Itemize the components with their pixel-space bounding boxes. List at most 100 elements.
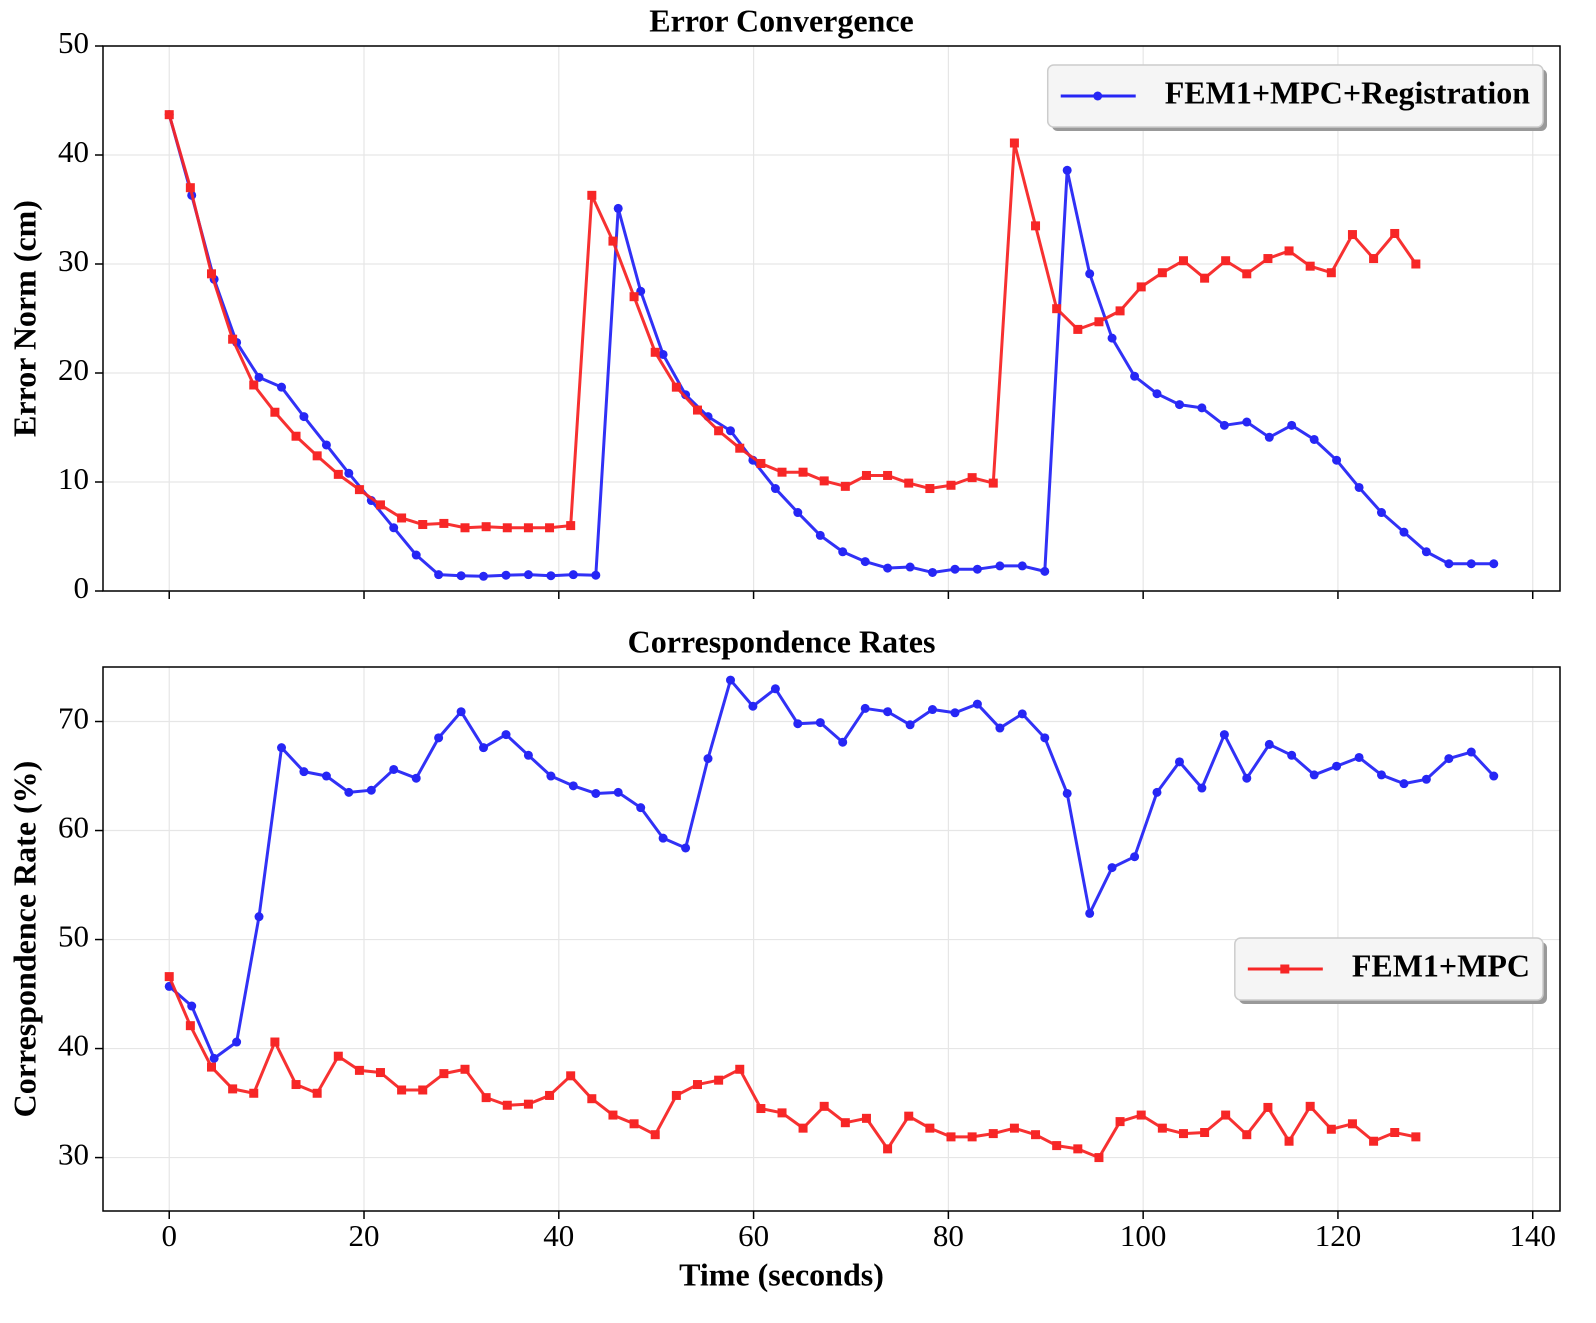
marker	[299, 767, 309, 777]
marker	[1031, 1130, 1041, 1140]
legend-marker	[1093, 91, 1103, 101]
marker	[860, 703, 870, 713]
marker	[299, 412, 309, 422]
marker	[1411, 1132, 1421, 1142]
marker	[650, 1130, 660, 1140]
marker	[254, 372, 264, 382]
marker	[502, 1100, 512, 1110]
marker	[1354, 482, 1364, 492]
marker	[411, 773, 421, 783]
marker	[692, 405, 702, 415]
marker	[1152, 787, 1162, 797]
marker	[714, 1075, 724, 1085]
y-axis-label: Error Norm (cm)	[6, 200, 42, 437]
marker	[1421, 774, 1431, 784]
marker	[333, 469, 343, 479]
y-tick-label: 30	[58, 1137, 89, 1172]
marker	[950, 564, 960, 574]
marker	[375, 1068, 385, 1078]
y-tick-label: 50	[58, 919, 89, 954]
marker	[726, 675, 736, 685]
marker	[1031, 221, 1041, 231]
marker	[860, 557, 870, 567]
marker	[815, 718, 825, 728]
marker	[164, 972, 174, 982]
marker	[972, 699, 982, 709]
marker	[681, 843, 691, 853]
marker	[481, 1093, 491, 1103]
marker	[312, 1088, 322, 1098]
marker	[1287, 420, 1297, 430]
legend-box	[1234, 937, 1544, 1001]
marker	[636, 803, 646, 813]
marker	[658, 833, 668, 843]
marker	[321, 440, 331, 450]
marker	[1219, 730, 1229, 740]
marker	[1242, 773, 1252, 783]
marker	[905, 720, 915, 730]
marker	[249, 380, 259, 390]
marker	[1305, 1101, 1315, 1111]
marker	[1369, 1136, 1379, 1146]
chart-title: Error Convergence	[649, 2, 914, 38]
marker	[523, 523, 533, 533]
marker	[798, 1123, 808, 1133]
marker	[568, 781, 578, 791]
marker	[793, 719, 803, 729]
marker	[460, 523, 470, 533]
marker	[925, 1123, 935, 1133]
marker	[1399, 527, 1409, 537]
marker	[1489, 771, 1499, 781]
marker	[375, 500, 385, 510]
marker	[1242, 417, 1252, 427]
marker	[1466, 559, 1476, 569]
marker	[692, 1080, 702, 1090]
legend-label: FEM1+MPC+Registration	[1165, 74, 1530, 110]
marker	[777, 1108, 787, 1118]
marker	[185, 183, 195, 193]
marker	[1062, 165, 1072, 175]
y-tick-label: 20	[58, 352, 89, 387]
marker	[819, 476, 829, 486]
marker	[1085, 908, 1095, 918]
marker	[1444, 754, 1454, 764]
marker	[1287, 750, 1297, 760]
y-tick-label: 0	[74, 570, 90, 605]
marker	[1094, 317, 1104, 327]
marker	[1174, 400, 1184, 410]
marker	[1376, 508, 1386, 518]
marker	[1444, 559, 1454, 569]
marker	[1326, 1124, 1336, 1134]
chart-title: Correspondence Rates	[628, 623, 936, 659]
marker	[925, 484, 935, 494]
marker	[883, 563, 893, 573]
marker	[546, 571, 556, 581]
marker	[591, 570, 601, 580]
marker	[988, 478, 998, 488]
marker	[838, 737, 848, 747]
marker	[501, 570, 511, 580]
marker	[1421, 547, 1431, 557]
marker	[1376, 770, 1386, 780]
marker	[714, 426, 724, 436]
marker	[1009, 138, 1019, 148]
marker	[658, 349, 668, 359]
marker	[1309, 770, 1319, 780]
legend-label: FEM1+MPC	[1352, 947, 1530, 983]
marker	[333, 1051, 343, 1061]
x-tick-label: 100	[1120, 1218, 1167, 1253]
marker	[1305, 261, 1315, 271]
marker	[883, 1144, 893, 1154]
marker	[523, 750, 533, 760]
y-tick-label: 40	[58, 1028, 89, 1063]
marker	[1263, 1102, 1273, 1112]
marker	[967, 473, 977, 483]
marker	[1085, 269, 1095, 279]
marker	[946, 1132, 956, 1142]
marker	[1157, 1123, 1167, 1133]
marker	[1411, 259, 1421, 269]
marker	[344, 787, 354, 797]
marker	[1130, 852, 1140, 862]
y-tick-label: 70	[58, 701, 89, 736]
marker	[568, 570, 578, 580]
